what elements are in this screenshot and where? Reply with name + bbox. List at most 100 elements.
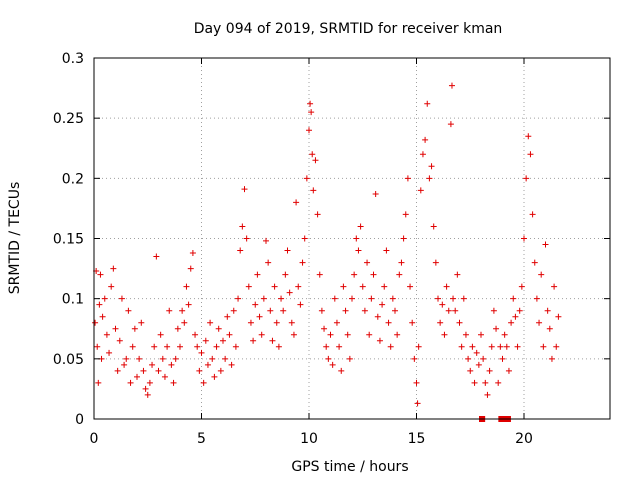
data-point — [392, 307, 398, 314]
data-point — [110, 265, 117, 272]
data-point — [376, 337, 383, 344]
data-point — [230, 307, 237, 314]
data-point — [475, 361, 482, 368]
data-point — [439, 301, 446, 308]
data-point — [404, 175, 411, 182]
data-point — [220, 337, 226, 344]
data-point — [280, 307, 287, 314]
data-point — [288, 319, 295, 326]
data-point — [166, 307, 173, 314]
data-point — [136, 355, 143, 362]
data-point — [290, 331, 297, 338]
data-point — [349, 295, 355, 302]
data-point — [260, 295, 267, 302]
data-point — [383, 247, 390, 254]
data-point — [415, 343, 422, 350]
data-point — [529, 211, 536, 218]
y-axis-tick-labels: 0 0.05 0.1 0.15 0.2 0.25 0.3 — [53, 51, 84, 428]
data-point — [211, 373, 218, 380]
data-point — [374, 313, 381, 320]
data-point — [92, 319, 99, 326]
data-point — [309, 151, 316, 158]
data-point — [138, 319, 145, 326]
data-point — [510, 295, 517, 302]
data-point — [486, 367, 493, 374]
x-tick-label: 20 — [515, 431, 533, 447]
data-point — [465, 355, 472, 362]
data-point — [174, 325, 181, 332]
y-tick-label: 0 — [75, 412, 84, 428]
data-point — [196, 367, 203, 374]
data-point — [151, 343, 158, 350]
data-point — [200, 379, 207, 386]
data-point — [424, 100, 431, 107]
data-point — [331, 295, 338, 302]
data-point — [94, 343, 101, 350]
data-point — [293, 199, 300, 206]
data-point — [144, 391, 151, 398]
data-point — [521, 235, 527, 242]
data-point — [172, 355, 179, 362]
y-tick-label: 0.2 — [62, 171, 84, 187]
data-point — [318, 307, 325, 314]
data-point — [426, 175, 433, 182]
data-point — [370, 271, 377, 278]
data-point — [295, 283, 302, 290]
data-point — [134, 373, 140, 380]
data-point — [131, 325, 138, 332]
data-point — [333, 319, 340, 326]
data-point — [531, 259, 538, 266]
data-point — [338, 367, 345, 374]
data-point — [540, 343, 547, 350]
data-point — [164, 343, 171, 350]
data-point — [286, 289, 293, 296]
data-point — [447, 121, 454, 128]
data-point — [484, 391, 491, 398]
chart-title: Day 094 of 2019, SRMTID for receiver kma… — [194, 21, 503, 37]
data-point — [497, 343, 504, 350]
data-point — [308, 109, 315, 116]
data-point — [368, 295, 375, 302]
data-point — [344, 331, 351, 338]
data-point — [357, 223, 364, 230]
data-point — [372, 190, 379, 197]
data-point — [202, 337, 209, 344]
data-point — [146, 379, 153, 386]
x-axis-tick-labels: 0 5 10 15 20 — [90, 431, 533, 447]
data-point — [508, 319, 515, 326]
y-tick-label: 0.15 — [53, 232, 84, 248]
data-points — [92, 82, 562, 407]
data-point — [366, 331, 373, 338]
data-point — [503, 343, 510, 350]
data-point — [394, 331, 401, 338]
data-point — [548, 355, 555, 362]
y-tick-label: 0.1 — [62, 292, 84, 308]
data-point — [204, 361, 211, 368]
data-point — [232, 343, 239, 350]
x-tick-label: 5 — [197, 431, 206, 447]
data-point — [387, 343, 394, 350]
data-point — [252, 301, 259, 308]
data-point — [467, 367, 474, 374]
data-point — [473, 349, 480, 356]
data-point — [112, 325, 119, 332]
data-point — [518, 283, 525, 290]
data-point — [505, 367, 512, 374]
data-point — [96, 301, 103, 308]
data-point — [226, 331, 233, 338]
data-point — [499, 355, 506, 362]
data-point — [488, 343, 495, 350]
data-point — [512, 313, 519, 320]
data-point — [437, 319, 444, 326]
data-point — [267, 307, 274, 314]
data-point — [114, 367, 121, 374]
data-point — [258, 331, 265, 338]
data-point — [414, 400, 421, 407]
data-point — [353, 235, 360, 242]
data-point — [428, 163, 435, 170]
data-point — [398, 259, 405, 266]
data-point — [241, 186, 248, 193]
data-point — [445, 307, 452, 314]
data-point — [462, 331, 469, 338]
